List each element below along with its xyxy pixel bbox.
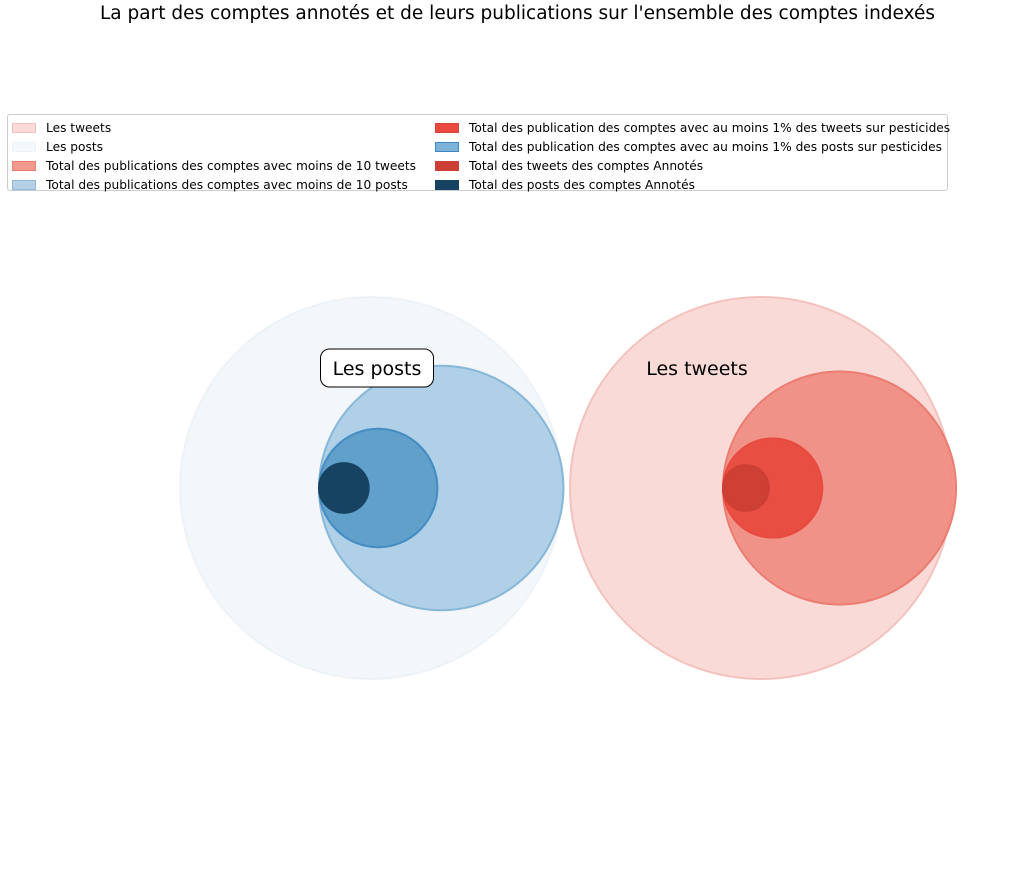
group-label: Les tweets	[646, 358, 748, 380]
legend-swatch	[12, 141, 36, 152]
legend-label: Total des publication des comptes avec a…	[469, 120, 951, 135]
legend: Les tweets Les posts Total des publicati…	[7, 114, 950, 194]
legend-swatch	[435, 141, 459, 152]
legend-item: Total des publication des comptes avec a…	[435, 137, 950, 156]
legend-item: Total des tweets des comptes Annotés	[435, 156, 950, 175]
legend-item: Total des posts des comptes Annotés	[435, 175, 950, 194]
legend-item: Total des publication des comptes avec a…	[435, 118, 950, 137]
chart-title: La part des comptes annotés et de leurs …	[100, 3, 935, 24]
group-label-box	[320, 348, 434, 388]
circle-tweets-level-3	[722, 464, 770, 512]
legend-label: Total des posts des comptes Annotés	[469, 177, 695, 192]
legend-label: Les posts	[46, 139, 103, 154]
legend-label: Total des tweets des comptes Annotés	[469, 158, 704, 173]
legend-item: Les posts	[12, 137, 416, 156]
legend-label: Les tweets	[46, 120, 112, 135]
legend-swatch	[12, 160, 36, 171]
legend-label: Total des publication des comptes avec a…	[469, 139, 942, 154]
group-label: Les posts	[333, 358, 422, 380]
legend-swatch	[12, 179, 36, 190]
legend-label: Total des publications des comptes avec …	[46, 177, 408, 192]
legend-item: Total des publications des comptes avec …	[12, 175, 416, 194]
legend-swatch	[435, 179, 459, 190]
legend-label: Total des publications des comptes avec …	[46, 158, 417, 173]
legend-swatch	[435, 160, 459, 171]
circle-group-tweets: Les tweets	[569, 296, 958, 680]
legend-item: Les tweets	[12, 118, 416, 137]
circle-posts-level-3	[318, 462, 370, 514]
legend-column-2: Total des publication des comptes avec a…	[435, 118, 950, 194]
circle-group-posts: Les posts	[179, 296, 565, 680]
legend-column-1: Les tweets Les posts Total des publicati…	[12, 118, 416, 194]
legend-swatch	[435, 122, 459, 133]
legend-swatch	[12, 122, 36, 133]
legend-item: Total des publications des comptes avec …	[12, 156, 416, 175]
